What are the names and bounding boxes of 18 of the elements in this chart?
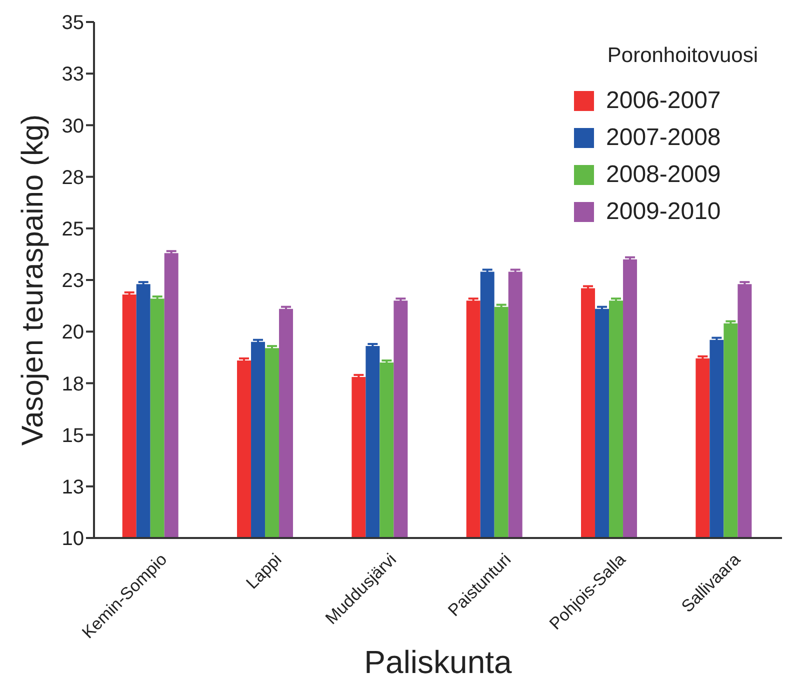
legend-label: 2006-2007 [606,86,721,114]
legend-title: Poronhoitovuosi [606,44,758,68]
legend-label: 2007-2008 [606,124,721,152]
x-axis-title: Paliskunta [364,644,512,680]
y-tick-label: 20 [62,322,84,344]
y-tick-label: 25 [62,218,84,240]
y-tick-label: 33 [62,64,84,86]
legend-label: 2009-2010 [606,198,721,226]
y-tick-label: 28 [62,166,84,189]
y-tick-label: 10 [62,528,84,550]
y-tick-label: 15 [62,424,84,447]
y-tick-label: 18 [62,373,84,396]
y-tick-label: 30 [62,115,84,138]
legend-label: 2008-2009 [606,160,721,188]
y-tick-label: 13 [62,476,84,498]
y-axis-title: Vasojen teuraspaino (kg) [16,114,50,446]
y-tick-label: 35 [62,12,84,34]
y-tick-label: 23 [62,270,84,292]
